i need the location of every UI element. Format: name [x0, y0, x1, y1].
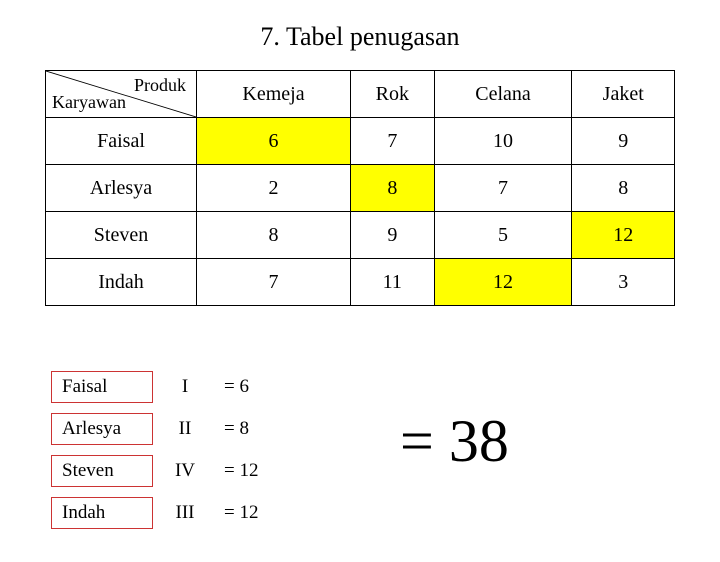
row-label: Faisal	[46, 118, 197, 165]
table-row: Faisal 6 7 10 9	[46, 118, 675, 165]
corner-cell: Produk Karyawan	[46, 71, 197, 118]
col-header: Celana	[434, 71, 572, 118]
assignment-result-list: Faisal I = 6 Arlesya II = 8 Steven IV = …	[50, 362, 295, 538]
row-label: Steven	[46, 212, 197, 259]
page-title: 7. Tabel penugasan	[0, 22, 720, 52]
cost-cell: 12	[572, 212, 675, 259]
col-header: Rok	[350, 71, 434, 118]
cost-cell: 8	[197, 212, 351, 259]
cost-cell: 7	[350, 118, 434, 165]
row-label: Indah	[46, 259, 197, 306]
table-row: Indah 7 11 12 3	[46, 259, 675, 306]
assignment-row: Indah III = 12	[50, 496, 295, 530]
assignment-name-box: Faisal	[51, 371, 153, 403]
col-header: Kemeja	[197, 71, 351, 118]
corner-top-label: Produk	[134, 75, 186, 96]
assignment-roman: III	[154, 496, 216, 530]
assignment-value: = 12	[216, 454, 295, 488]
assignment-roman: IV	[154, 454, 216, 488]
assignment-cost-table: Produk Karyawan Kemeja Rok Celana Jaket …	[45, 70, 675, 306]
cost-cell: 6	[197, 118, 351, 165]
assignment-row: Steven IV = 12	[50, 454, 295, 488]
cost-cell: 12	[434, 259, 572, 306]
table-row: Steven 8 9 5 12	[46, 212, 675, 259]
assignment-value: = 12	[216, 496, 295, 530]
cost-cell: 7	[197, 259, 351, 306]
assignment-name-box: Indah	[51, 497, 153, 529]
assignment-result-table: Faisal I = 6 Arlesya II = 8 Steven IV = …	[50, 362, 295, 538]
total-sum: = 38	[400, 407, 509, 476]
col-header: Jaket	[572, 71, 675, 118]
row-label: Arlesya	[46, 165, 197, 212]
assignment-name-box: Steven	[51, 455, 153, 487]
assignment-roman: II	[154, 412, 216, 446]
cost-cell: 10	[434, 118, 572, 165]
assignment-name-box: Arlesya	[51, 413, 153, 445]
cost-cell: 8	[572, 165, 675, 212]
cost-cell: 5	[434, 212, 572, 259]
assignment-value: = 6	[216, 370, 295, 404]
corner-bottom-label: Karyawan	[52, 92, 126, 113]
cost-cell: 3	[572, 259, 675, 306]
assignment-row: Arlesya II = 8	[50, 412, 295, 446]
table-header-row: Produk Karyawan Kemeja Rok Celana Jaket	[46, 71, 675, 118]
cost-cell: 7	[434, 165, 572, 212]
cost-cell: 9	[350, 212, 434, 259]
assignment-value: = 8	[216, 412, 295, 446]
cost-cell: 9	[572, 118, 675, 165]
table-row: Arlesya 2 8 7 8	[46, 165, 675, 212]
assignment-row: Faisal I = 6	[50, 370, 295, 404]
cost-cell: 2	[197, 165, 351, 212]
assignment-roman: I	[154, 370, 216, 404]
cost-cell: 11	[350, 259, 434, 306]
cost-cell: 8	[350, 165, 434, 212]
